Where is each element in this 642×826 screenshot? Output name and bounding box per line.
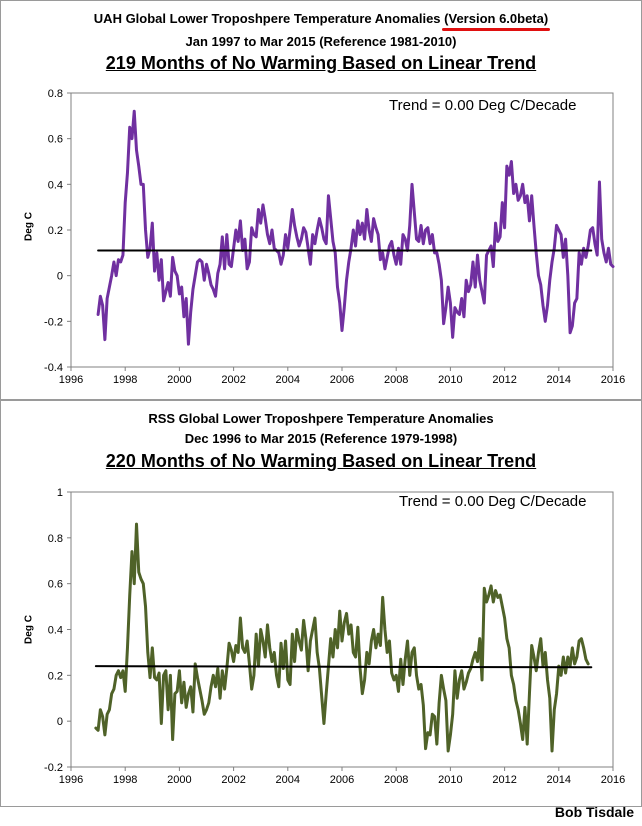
uah-version-text: (Version 6.0beta) <box>444 11 549 26</box>
x-tick-label: 2012 <box>492 374 516 386</box>
x-tick-label: 2006 <box>330 774 354 786</box>
y-tick-label: 0.8 <box>48 88 63 100</box>
x-tick-label: 2010 <box>438 374 462 386</box>
y-tick-label: 0.2 <box>48 225 63 237</box>
x-tick-label: 2014 <box>547 774 571 786</box>
y-tick-label: -0.2 <box>44 316 63 328</box>
red-underline <box>442 28 551 31</box>
x-tick-label: 2010 <box>438 774 462 786</box>
y-tick-label: 0.8 <box>48 533 63 545</box>
uah-title-text: UAH Global Lower Troposhpere Temperature… <box>93 11 441 26</box>
x-tick-label: 2008 <box>384 374 408 386</box>
uah-subtitle: Jan 1997 to Mar 2015 (Reference 1981-201… <box>185 34 457 49</box>
uah-version-highlight: (Version 6.0beta) <box>442 11 551 31</box>
rss-subtitle: Dec 1996 to Mar 2015 (Reference 1979-199… <box>184 431 458 446</box>
rss-plot: -0.2 0 0.2 0.4 0.6 0.8 1 1996 1998 2000 2002 2004 20… <box>44 487 625 786</box>
x-tick-label: 2014 <box>547 374 571 386</box>
x-tick-label: 2012 <box>492 774 516 786</box>
rss-title: RSS Global Lower Troposhpere Temperature… <box>148 411 494 426</box>
y-tick-label: -0.2 <box>44 762 63 774</box>
author-credit: Bob Tisdale <box>554 804 634 820</box>
y-tick-label: 0.6 <box>48 134 63 146</box>
x-tick-label: 2008 <box>384 774 408 786</box>
rss-headline: 220 Months of No Warming Based on Linear… <box>105 451 537 471</box>
x-tick-label: 1998 <box>113 374 137 386</box>
x-tick-label: 2002 <box>221 374 245 386</box>
y-tick-label: 0.4 <box>48 625 63 637</box>
x-tick-label: 2004 <box>276 774 300 786</box>
rss-trend-annotation: Trend = 0.00 Deg C/Decade <box>399 493 587 510</box>
anomaly-series-line <box>94 522 590 753</box>
x-tick-label: 2004 <box>276 374 300 386</box>
x-tick-label: 2000 <box>167 374 191 386</box>
x-tick-label: 2016 <box>601 374 625 386</box>
y-tick-label: 0.6 <box>48 579 63 591</box>
x-tick-label: 2002 <box>221 774 245 786</box>
trend-line <box>94 665 593 669</box>
y-tick-label: 0 <box>57 716 63 728</box>
x-tick-label: 2006 <box>330 374 354 386</box>
x-tick-label: 2000 <box>167 774 191 786</box>
y-tick-label: -0.4 <box>44 362 63 374</box>
y-tick-label: 0 <box>57 271 63 283</box>
y-tick-label: 0.2 <box>48 670 63 682</box>
x-tick-label: 1996 <box>59 774 83 786</box>
y-tick-label: 1 <box>57 487 63 499</box>
anomaly-series-line <box>96 109 615 346</box>
x-tick-label: 1996 <box>59 374 83 386</box>
uah-title: UAH Global Lower Troposhpere Temperature… <box>1 11 641 31</box>
uah-headline: 219 Months of No Warming Based on Linear… <box>105 53 537 73</box>
y-tick-label: 0.4 <box>48 179 63 191</box>
uah-chart-panel: UAH Global Lower Troposhpere Temperature… <box>0 0 642 400</box>
uah-plot: -0.4 -0.2 0 0.2 0.4 0.6 0.8 1996 1998 2000 2002 200… <box>44 88 625 386</box>
uah-trend-annotation: Trend = 0.00 Deg C/Decade <box>389 97 577 114</box>
x-tick-label: 1998 <box>113 774 137 786</box>
x-tick-label: 2016 <box>601 774 625 786</box>
rss-chart-panel: RSS Global Lower Troposhpere Temperature… <box>0 400 642 807</box>
